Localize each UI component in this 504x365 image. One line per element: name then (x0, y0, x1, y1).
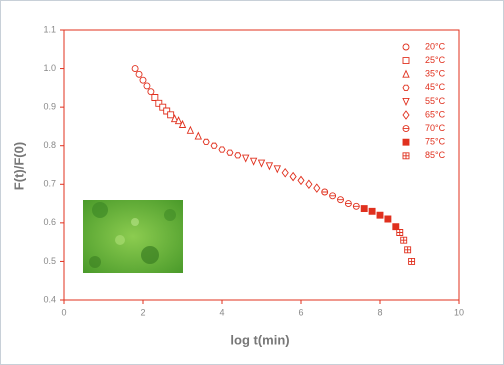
marker (297, 175, 305, 186)
legend-marker (402, 43, 410, 51)
marker (408, 257, 416, 265)
legend-marker (402, 57, 410, 65)
marker (321, 188, 329, 196)
x-tick-label: 2 (140, 307, 145, 317)
y-tick-label: 0.4 (43, 294, 56, 304)
legend-label: 35°C (425, 69, 446, 79)
marker (194, 131, 203, 140)
legend-label: 85°C (425, 150, 446, 160)
legend-label: 70°C (425, 123, 446, 133)
legend-marker (402, 125, 410, 132)
y-tick-label: 0.9 (43, 102, 56, 112)
legend-label: 20°C (425, 41, 446, 51)
legend-label: 45°C (425, 82, 446, 92)
marker (273, 165, 282, 174)
marker (167, 111, 175, 119)
y-axis-label: F(t)/F(0) (11, 142, 26, 190)
marker (352, 202, 360, 210)
marker (329, 192, 337, 200)
marker (249, 157, 258, 166)
x-tick-label: 8 (377, 307, 382, 317)
marker (186, 125, 195, 134)
marker (178, 119, 187, 128)
marker (151, 94, 159, 101)
marker (404, 246, 412, 254)
y-tick-label: 0.6 (43, 217, 56, 227)
marker (170, 114, 179, 123)
marker (289, 171, 297, 182)
marker (131, 65, 139, 72)
marker (392, 223, 400, 231)
marker (384, 215, 392, 223)
marker (360, 205, 368, 213)
marker (396, 229, 404, 236)
marker (174, 116, 183, 125)
marker (281, 167, 289, 178)
marker (265, 162, 274, 171)
inset-image (83, 200, 183, 273)
plot-area (63, 29, 460, 301)
legend-label: 25°C (425, 55, 446, 65)
marker (226, 149, 234, 156)
x-tick-label: 0 (61, 307, 66, 317)
marker (135, 70, 143, 78)
marker (376, 211, 384, 219)
marker (202, 138, 210, 145)
legend-marker (402, 84, 410, 91)
x-tick-label: 6 (298, 307, 303, 317)
legend-marker (402, 69, 410, 78)
y-tick-label: 1.0 (43, 63, 56, 73)
legend-marker (402, 110, 410, 120)
marker (368, 207, 376, 215)
x-tick-label: 10 (454, 307, 464, 317)
marker (337, 196, 344, 204)
marker (400, 236, 408, 244)
legend-label: 55°C (425, 96, 446, 106)
marker (305, 179, 313, 190)
x-axis-label: log t(min) (230, 332, 289, 347)
legend-label: 65°C (425, 109, 446, 119)
y-tick-label: 0.7 (43, 179, 56, 189)
marker (139, 76, 147, 84)
legend-label: 75°C (425, 137, 446, 147)
marker (234, 152, 242, 159)
legend-marker (402, 138, 410, 146)
y-tick-label: 0.8 (43, 140, 56, 150)
marker (344, 200, 352, 207)
y-tick-label: 1.1 (43, 24, 56, 34)
marker (147, 88, 155, 96)
x-tick-label: 4 (219, 307, 224, 317)
marker (313, 183, 321, 193)
legend-marker (402, 152, 410, 160)
marker (210, 142, 218, 149)
y-tick-label: 0.5 (43, 256, 56, 266)
marker (218, 146, 226, 153)
marker (257, 159, 266, 168)
marker (241, 154, 250, 163)
legend-marker (402, 97, 410, 106)
marker (143, 82, 151, 90)
